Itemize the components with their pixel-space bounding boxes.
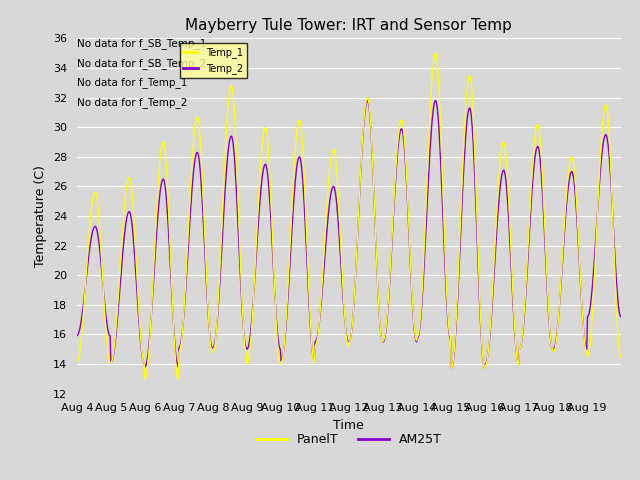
Title: Mayberry Tule Tower: IRT and Sensor Temp: Mayberry Tule Tower: IRT and Sensor Temp: [186, 18, 512, 33]
Text: No data for f_Temp_2: No data for f_Temp_2: [77, 97, 187, 108]
Legend: PanelT, AM25T: PanelT, AM25T: [251, 428, 447, 451]
Text: No data for f_SB_Temp_2: No data for f_SB_Temp_2: [77, 58, 206, 69]
Text: No data for f_SB_Temp_1: No data for f_SB_Temp_1: [77, 38, 206, 49]
X-axis label: Time: Time: [333, 419, 364, 432]
Text: No data for f_Temp_1: No data for f_Temp_1: [77, 77, 187, 88]
Y-axis label: Temperature (C): Temperature (C): [35, 165, 47, 267]
